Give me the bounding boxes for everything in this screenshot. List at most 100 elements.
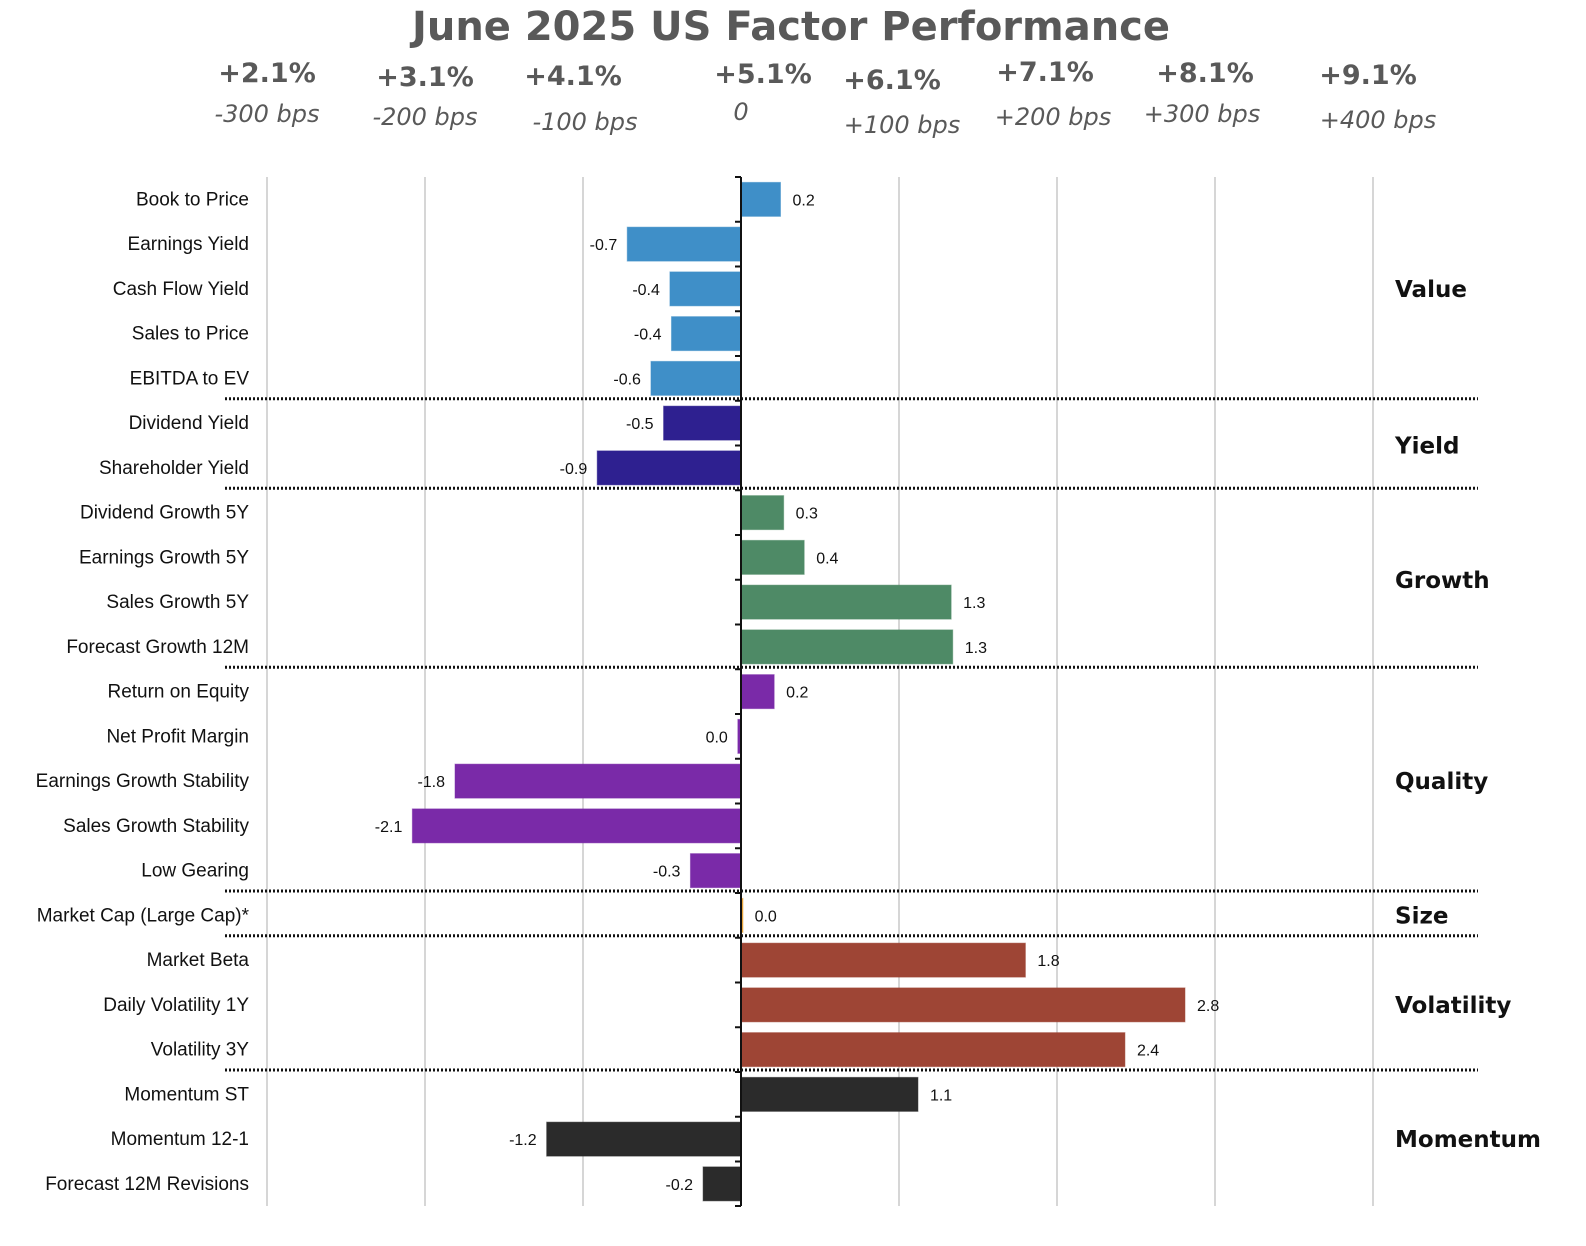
bar [650, 360, 742, 396]
group-label-size: Size [1395, 903, 1448, 929]
value-label: 2.4 [1137, 1043, 1159, 1060]
group-label-growth: Growth [1395, 568, 1490, 594]
value-label: 2.8 [1197, 998, 1219, 1015]
bar [702, 1166, 742, 1202]
category-label: Sales to Price [132, 324, 249, 345]
gridlines [266, 177, 1374, 1206]
group-label-value: Value [1395, 277, 1467, 303]
category-label: Shareholder Yield [99, 458, 249, 479]
top-axis-bps-label: -200 bps [372, 103, 477, 131]
value-label: 1.3 [965, 640, 987, 657]
category-label: Low Gearing [141, 861, 249, 882]
top-axis-pct-label: +3.1% [376, 62, 474, 93]
bar [740, 181, 781, 217]
chart-title: June 2025 US Factor Performance [409, 4, 1170, 50]
top-axis-pct-label: +7.1% [996, 57, 1094, 88]
category-label: Dividend Growth 5Y [80, 503, 249, 524]
top-axis-bps-label: +200 bps [995, 103, 1112, 131]
value-label: -2.1 [375, 819, 403, 836]
category-label: Dividend Yield [129, 413, 249, 434]
bar [740, 584, 952, 620]
value-label: -0.4 [632, 282, 660, 299]
value-label: 0.3 [796, 506, 818, 523]
bar [740, 1076, 919, 1112]
value-label: -0.7 [590, 237, 618, 254]
top-axis-bps-label: 0 [733, 98, 748, 126]
value-label: -0.6 [613, 371, 641, 388]
value-label: 1.8 [1037, 953, 1059, 970]
value-label: -0.9 [560, 461, 588, 478]
zero-axis [735, 176, 742, 1207]
category-label: Book to Price [136, 189, 249, 210]
top-axis-pct-label: +5.1% [714, 59, 812, 90]
category-label: Earnings Growth 5Y [79, 547, 249, 568]
value-label: 0.0 [706, 729, 728, 746]
bar [670, 316, 742, 352]
value-labels: 0.2 -0.7 -0.4 -0.4 -0.6 -0.5 -0.9 0.3 0.4 1.3 1.3 0… [375, 192, 1220, 1194]
top-axis-bps-label: +300 bps [1144, 100, 1261, 128]
value-label: 1.3 [963, 595, 985, 612]
bar [740, 987, 1186, 1023]
category-label: Momentum 12-1 [111, 1129, 249, 1150]
value-label: 0.2 [786, 685, 808, 702]
category-label: Sales Growth Stability [63, 816, 249, 837]
category-label: Sales Growth 5Y [106, 592, 249, 613]
category-label: Earnings Yield [128, 234, 249, 255]
category-label: Earnings Growth Stability [36, 771, 250, 792]
category-label: Cash Flow Yield [113, 279, 249, 300]
top-axis-pct-label: +4.1% [524, 61, 622, 92]
bar [740, 495, 785, 531]
bar [411, 808, 742, 844]
top-axis: +2.1% -300 bps +3.1% -200 bps +4.1% -100 bps +… [214, 57, 1436, 139]
group-separators [225, 397, 1478, 1072]
bar [596, 450, 742, 486]
category-label: Momentum ST [124, 1084, 249, 1105]
group-label-quality: Quality [1395, 769, 1488, 795]
top-axis-bps-label: +400 bps [1320, 106, 1437, 134]
category-label: Forecast Growth 12M [66, 637, 249, 658]
bar [546, 1121, 742, 1157]
category-label: EBITDA to EV [130, 368, 250, 389]
bar [663, 405, 742, 441]
category-labels: Book to Price Earnings Yield Cash Flow Yie… [36, 189, 250, 1195]
bar [740, 539, 805, 575]
category-label: Return on Equity [107, 682, 249, 703]
category-label: Market Beta [147, 950, 250, 971]
value-label: -0.2 [666, 1177, 694, 1194]
group-label-volatility: Volatility [1395, 993, 1511, 1019]
category-label: Net Profit Margin [106, 726, 249, 747]
value-label: 0.4 [816, 550, 838, 567]
value-label: 1.1 [930, 1087, 952, 1104]
category-label: Daily Volatility 1Y [103, 995, 249, 1016]
top-axis-pct-label: +8.1% [1156, 58, 1254, 89]
value-label: -0.4 [634, 327, 662, 344]
bar [740, 674, 775, 710]
value-label: -0.3 [653, 864, 681, 881]
value-label: 0.2 [793, 192, 815, 209]
top-axis-bps-label: -100 bps [532, 108, 637, 136]
value-label: -0.5 [626, 416, 654, 433]
bar [740, 942, 1026, 978]
bar [740, 629, 954, 665]
group-label-yield: Yield [1394, 434, 1460, 460]
value-label: 0.0 [755, 908, 777, 925]
bars [411, 181, 1186, 1202]
value-label: -1.2 [509, 1132, 537, 1149]
category-label: Volatility 3Y [151, 1040, 250, 1061]
bar [669, 271, 742, 307]
bar [740, 1032, 1126, 1068]
value-label: -1.8 [417, 774, 445, 791]
group-label-momentum: Momentum [1395, 1127, 1541, 1153]
bar [689, 853, 742, 889]
top-axis-pct-label: +9.1% [1319, 60, 1417, 91]
bar [626, 226, 742, 262]
top-axis-pct-label: +2.1% [218, 58, 316, 89]
category-label: Market Cap (Large Cap)* [37, 905, 250, 926]
top-axis-bps-label: -300 bps [214, 100, 319, 128]
bar [454, 763, 742, 799]
top-axis-pct-label: +6.1% [843, 65, 941, 96]
group-labels: Value Yield Growth Quality Size Volatility Mom… [1394, 277, 1541, 1153]
top-axis-bps-label: +100 bps [844, 111, 961, 139]
category-label: Forecast 12M Revisions [45, 1174, 249, 1195]
